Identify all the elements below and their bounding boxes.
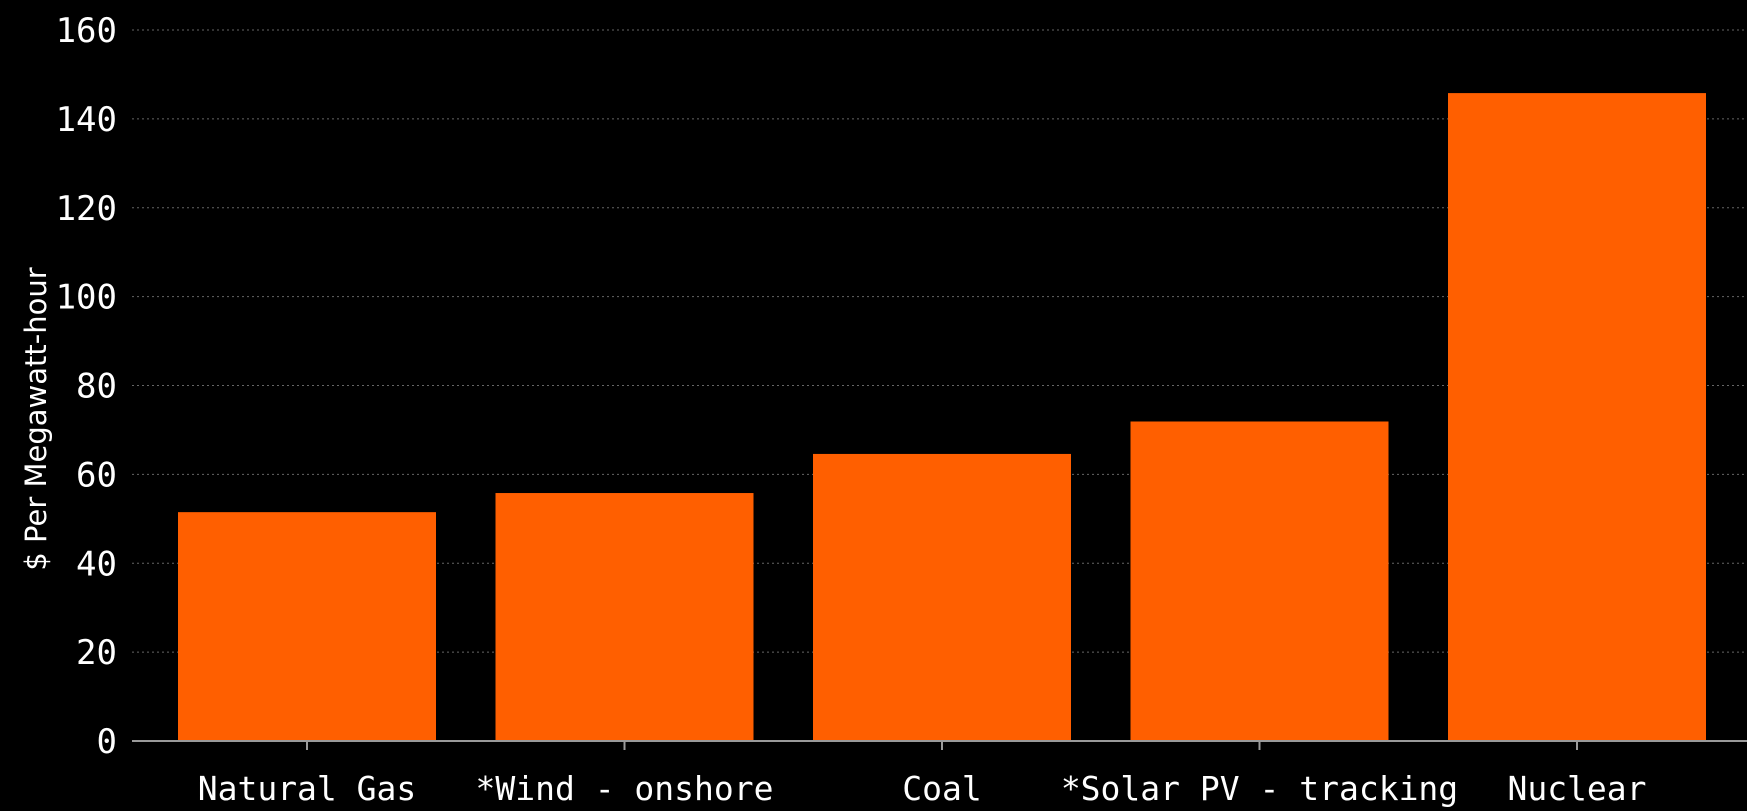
y-axis-label: $ Per Megawatt-hour	[19, 267, 53, 570]
y-tick-label: 100	[56, 278, 117, 318]
x-tick-label: *Wind - onshore	[475, 769, 773, 808]
y-tick-label: 80	[76, 367, 117, 407]
bar	[813, 453, 1071, 741]
bar	[178, 512, 436, 741]
x-tick-label: Coal	[902, 769, 981, 808]
y-axis-tick-labels: 0 20 40 60 80 100 120 140 160	[56, 11, 117, 762]
y-tick-label: 160	[56, 11, 117, 51]
x-axis-tick-labels: Natural Gas *Wind - onshore Coal *Solar PV …	[198, 769, 1647, 808]
bar	[495, 493, 754, 741]
bar	[1448, 93, 1706, 741]
y-tick-label: 140	[56, 100, 117, 140]
y-tick-label: 60	[76, 455, 117, 495]
y-tick-label: 20	[76, 633, 117, 673]
x-axis	[132, 740, 1747, 750]
bar	[1130, 421, 1389, 741]
x-tick-label: Nuclear	[1507, 769, 1646, 808]
y-tick-label: 120	[56, 189, 117, 229]
x-tick-label: *Solar PV - tracking	[1061, 769, 1458, 808]
y-tick-label: 40	[76, 544, 117, 584]
x-tick-label: Natural Gas	[198, 769, 417, 808]
y-tick-label: 0	[97, 722, 117, 762]
bars	[178, 93, 1706, 741]
